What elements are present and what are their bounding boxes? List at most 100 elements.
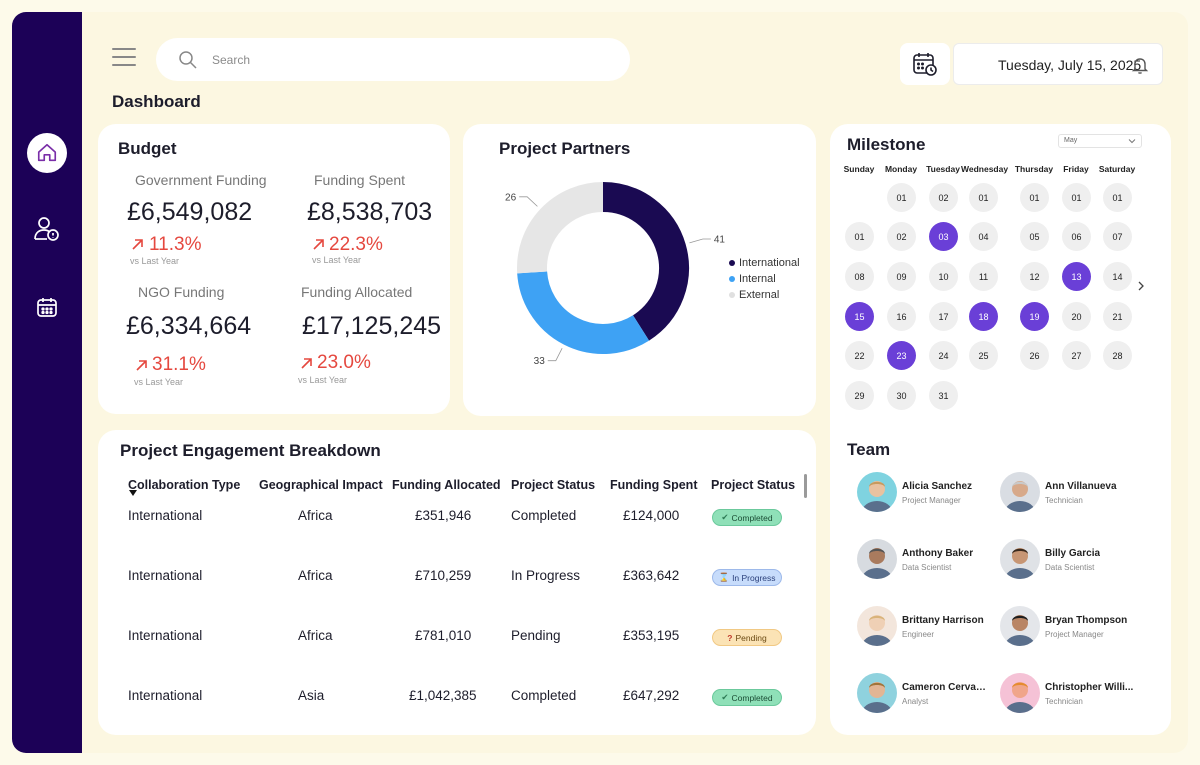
kpi-label: Funding Spent [314,172,406,188]
status-badge: ⌛ In Progress [712,569,782,586]
calendar-day[interactable]: 01 [1062,183,1091,212]
search-input[interactable] [212,50,592,70]
search-bar[interactable] [156,38,630,81]
partners-title: Project Partners [499,139,631,158]
team-member[interactable]: Brittany Harrison Engineer [857,606,997,648]
data-label: 41 [714,234,726,245]
calendar-day[interactable]: 02 [929,183,958,212]
table-cell-spent: £647,292 [623,688,680,703]
calendar-day[interactable]: 08 [845,262,874,291]
nav-home[interactable] [27,133,67,173]
weekday-label: Monday [884,164,918,174]
member-name: Alicia Sanchez [902,481,973,492]
calendar-day[interactable]: 15 [845,302,874,331]
milestone-team-card: Milestone May Sunday Monday Tuesday Wednesd… [830,124,1171,735]
column-header[interactable]: Project Status [711,478,796,492]
calendar-day[interactable]: 22 [845,341,874,370]
calendar-day[interactable]: 18 [969,302,998,331]
legend-label: External [739,289,780,301]
calendar-day[interactable]: 19 [1020,302,1049,331]
milestone-title: Milestone [847,135,926,154]
bell-icon[interactable] [1130,55,1150,75]
kpi-label: Government Funding [135,172,267,188]
calendar-day[interactable]: 09 [887,262,916,291]
team-member[interactable]: Christopher Willi... Technician [1000,673,1140,715]
calendar-day[interactable]: 01 [1020,183,1049,212]
kpi-change: 22.3% [329,234,383,255]
nav-user-info[interactable] [27,209,67,249]
calendar-day[interactable]: 01 [1103,183,1132,212]
calendar-day[interactable]: 16 [887,302,916,331]
team-member[interactable]: Bryan Thompson Project Manager [1000,606,1140,648]
member-name: Cameron Cervant... [902,682,992,693]
legend-label: Internal [739,273,776,285]
column-header[interactable]: Project Status [511,478,596,492]
column-header[interactable]: Funding Allocated [392,478,501,492]
calendar-day[interactable]: 01 [887,183,916,212]
donut-slice-international[interactable] [602,182,689,341]
calendar-day[interactable]: 02 [887,222,916,251]
member-role: Data Scientist [1045,563,1095,572]
team-member[interactable]: Cameron Cervant... Analyst [857,673,997,715]
calendar-day[interactable]: 01 [845,222,874,251]
legend-international: International [729,257,800,269]
column-header[interactable]: Collaboration Type [128,478,241,492]
calendar-day[interactable]: 07 [1103,222,1132,251]
calendar-day[interactable]: 29 [845,381,874,410]
nav-calendar[interactable] [27,287,67,327]
avatar [857,539,897,579]
column-header[interactable]: Funding Spent [610,478,698,492]
member-name: Christopher Willi... [1045,682,1134,693]
member-name: Bryan Thompson [1045,615,1128,626]
calendar-day[interactable]: 11 [969,262,998,291]
calendar-day[interactable]: 05 [1020,222,1049,251]
calendar-day[interactable]: 27 [1062,341,1091,370]
team-member[interactable]: Billy Garcia Data Scientist [1000,539,1140,581]
table-cell-type: International [128,628,203,643]
trend-up-icon [301,358,312,369]
trend-up-icon [313,239,324,250]
calendar-day[interactable]: 30 [887,381,916,410]
calendar-day[interactable]: 21 [1103,302,1132,331]
calendar-day[interactable]: 23 [887,341,916,370]
calendar-day[interactable]: 12 [1020,262,1049,291]
project-partners-card: Project Partners 41 33 26 International In… [463,124,816,416]
donut-slice-internal[interactable] [517,270,650,354]
table-cell-type: International [128,508,203,523]
sort-down-icon[interactable] [129,490,137,496]
avatar [857,673,897,713]
legend-external: External [729,289,779,301]
calendar-day[interactable]: 10 [929,262,958,291]
calendar-day[interactable]: 03 [929,222,958,251]
team-member[interactable]: Anthony Baker Data Scientist [857,539,997,581]
table-cell-status: Completed [511,508,577,523]
hamburger-menu-icon[interactable] [112,48,136,68]
calendar-day[interactable]: 01 [969,183,998,212]
table-cell-region: Africa [298,568,333,583]
team-member[interactable]: Alicia Sanchez Project Manager [857,472,997,514]
calendar-day[interactable]: 24 [929,341,958,370]
calendar-day[interactable]: 14 [1103,262,1132,291]
table-cell-spent: £353,195 [623,628,680,643]
calendar-button[interactable] [900,43,950,85]
column-header[interactable]: Geographical Impact [259,478,383,492]
data-label: 33 [534,356,546,367]
calendar-day[interactable]: 28 [1103,341,1132,370]
calendar-day[interactable]: 17 [929,302,958,331]
calendar-day[interactable]: 06 [1062,222,1091,251]
table-scrollbar[interactable] [804,474,807,498]
avatar [1000,539,1040,579]
calendar-day[interactable]: 25 [969,341,998,370]
calendar-day[interactable]: 13 [1062,262,1091,291]
chevron-right-icon[interactable] [1136,280,1146,292]
table-cell-allocated: £710,259 [415,568,472,583]
calendar-day[interactable]: 31 [929,381,958,410]
calendar-day[interactable]: 04 [969,222,998,251]
calendar-day[interactable]: 20 [1062,302,1091,331]
calendar-day[interactable]: 26 [1020,341,1049,370]
weekday-label: Sunday [843,164,875,174]
weekday-label: Wednesday [961,164,1009,174]
team-member[interactable]: Ann Villanueva Technician [1000,472,1140,514]
donut-slice-external[interactable] [517,182,604,274]
month-dropdown[interactable]: May [1058,134,1142,148]
